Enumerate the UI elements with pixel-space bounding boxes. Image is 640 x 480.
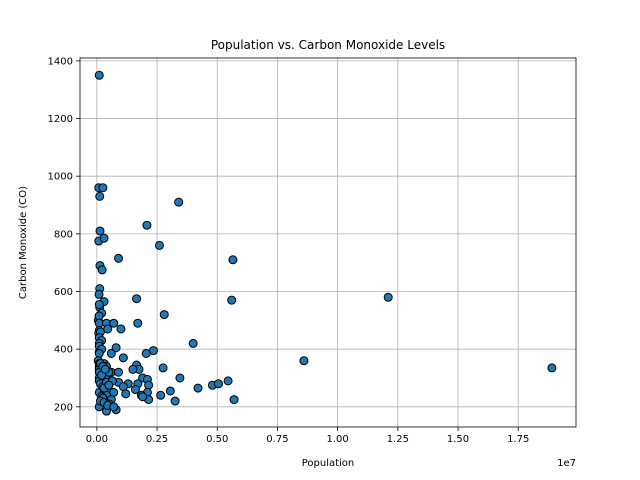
data-point (95, 191, 105, 201)
data-point (227, 295, 237, 305)
data-point (111, 343, 121, 353)
data-point (299, 356, 309, 366)
data-point (142, 220, 152, 230)
data-point (547, 363, 557, 373)
data-point (94, 348, 104, 358)
data-point (165, 386, 175, 396)
plot-area (80, 58, 576, 427)
y-tick-label: 200 (54, 402, 73, 413)
data-point (116, 324, 126, 334)
data-point (229, 395, 239, 405)
data-point (94, 299, 104, 309)
data-point (174, 197, 184, 207)
data-point (133, 318, 143, 328)
data-point (109, 402, 119, 412)
y-tick-label: 400 (54, 345, 73, 356)
x-tick-label: 0.75 (266, 434, 288, 445)
data-point (138, 392, 148, 402)
data-point (100, 364, 110, 374)
data-point (158, 363, 168, 373)
grid-lines (80, 58, 576, 427)
data-point (94, 289, 104, 299)
data-point (106, 348, 116, 358)
data-point (128, 364, 138, 374)
data-point (99, 233, 109, 243)
data-point (223, 376, 233, 386)
data-point (95, 226, 105, 236)
y-tick-label: 800 (54, 229, 73, 240)
plot-frame (79, 57, 577, 428)
data-point (144, 380, 154, 390)
data-point (94, 70, 104, 80)
data-points (93, 70, 557, 416)
x-tick-label: 0.00 (86, 434, 108, 445)
data-point (109, 318, 119, 328)
data-point (114, 253, 124, 263)
y-tick-label: 600 (54, 287, 73, 298)
x-tick-label: 1.25 (387, 434, 409, 445)
axis-ticks: 0.00 0.25 0.50 0.75 1.00 1.25 1.50 1.75 200 400 60… (48, 56, 530, 445)
data-point (213, 379, 223, 389)
data-point (156, 390, 166, 400)
data-point (159, 310, 169, 320)
y-tick-label: 1200 (48, 114, 73, 125)
data-point (104, 380, 114, 390)
x-tick-label: 0.25 (146, 434, 168, 445)
data-point (103, 324, 113, 334)
x-tick-label: 1.50 (447, 434, 469, 445)
x-axis-offset-label: 1e7 (557, 458, 576, 469)
data-point (228, 255, 238, 265)
data-point (383, 292, 393, 302)
data-point (170, 396, 180, 406)
data-point (118, 353, 128, 363)
data-point (154, 240, 164, 250)
data-point (130, 385, 140, 395)
chart-title: Population vs. Carbon Monoxide Levels (211, 38, 445, 52)
data-point (98, 183, 108, 193)
data-point (132, 294, 142, 304)
data-point (97, 265, 107, 275)
x-axis-label: Population (302, 458, 355, 469)
data-point (175, 373, 185, 383)
data-point (121, 389, 131, 399)
data-point (114, 367, 124, 377)
data-point (188, 338, 198, 348)
x-tick-label: 0.50 (206, 434, 228, 445)
data-point (193, 383, 203, 393)
y-tick-label: 1000 (48, 172, 73, 183)
y-tick-label: 1400 (48, 56, 73, 67)
x-tick-label: 1.75 (507, 434, 529, 445)
x-tick-label: 1.00 (326, 434, 348, 445)
data-point (141, 348, 151, 358)
y-axis-label: Carbon Monoxide (CO) (18, 186, 29, 299)
